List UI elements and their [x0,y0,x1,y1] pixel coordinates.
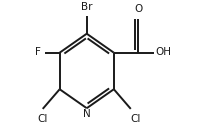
Text: OH: OH [155,47,171,57]
Text: N: N [83,109,91,119]
Text: F: F [35,47,41,57]
Text: Br: Br [81,2,92,12]
Text: O: O [134,4,142,14]
Text: Cl: Cl [37,114,48,124]
Text: Cl: Cl [131,114,141,124]
